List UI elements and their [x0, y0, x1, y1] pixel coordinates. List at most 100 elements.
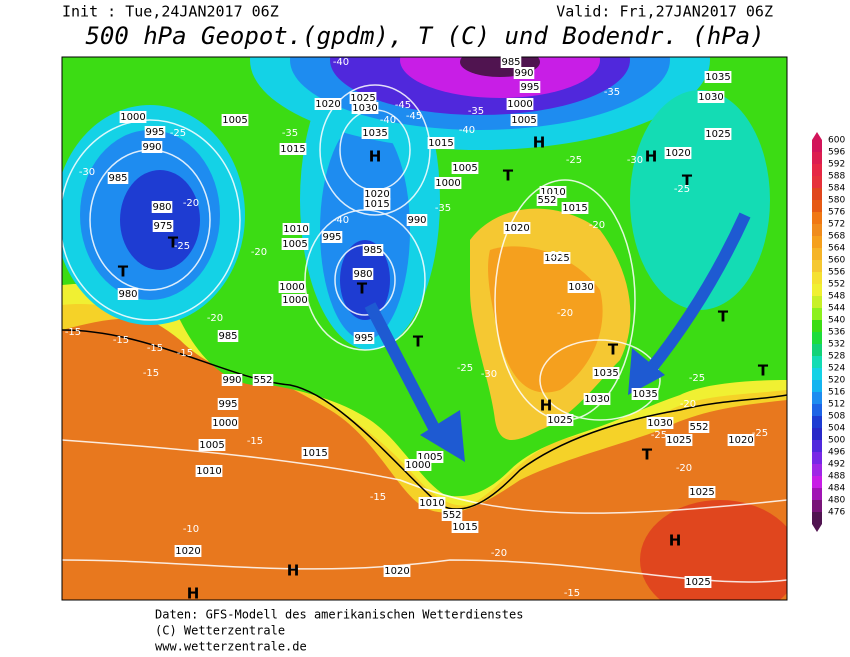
isobar-label: 990 — [222, 375, 241, 386]
colorbar-swatch — [812, 332, 822, 344]
label-box — [536, 194, 558, 206]
isobar-label: 1025 — [689, 487, 714, 498]
isobar-label: 990 — [407, 215, 426, 226]
isobar-label: 985 — [363, 245, 382, 256]
colorbar-label: 552 — [828, 280, 845, 290]
temperature-label: -15 — [247, 436, 263, 447]
colorbar-label: 496 — [828, 448, 845, 458]
label-box — [353, 332, 375, 344]
label-box — [321, 231, 343, 243]
isobar-label: 980 — [152, 202, 171, 213]
colorbar-label: 572 — [828, 220, 845, 230]
isobar-label: 552 — [689, 422, 708, 433]
colorbar-swatch — [812, 296, 822, 308]
temperature-label: -15 — [143, 368, 159, 379]
pressure-center: H — [645, 148, 658, 166]
label-box — [349, 92, 377, 104]
pressure-center: T — [413, 333, 424, 351]
isobar-label: 1015 — [452, 522, 477, 533]
label-box — [144, 126, 166, 138]
isobar-label: 1025 — [666, 435, 691, 446]
label-box — [561, 202, 589, 214]
label-box — [278, 281, 306, 293]
temperature-label: -35 — [282, 128, 298, 139]
colorbar-label: 576 — [828, 208, 845, 218]
label-box — [406, 214, 428, 226]
isobar-label: 552 — [442, 510, 461, 521]
label-box — [510, 114, 538, 126]
label-box — [383, 565, 411, 577]
label-box — [441, 509, 463, 521]
pressure-center: H — [287, 562, 300, 580]
isobar-label: 1020 — [315, 99, 340, 110]
colorbar-label: 580 — [828, 196, 845, 206]
map-title: 500 hPa Geopot.(gpdm), T (C) und Bodendr… — [85, 22, 764, 50]
isobar-label: 1010 — [196, 466, 221, 477]
isobar-label: 1020 — [665, 148, 690, 159]
isobar-label: 1005 — [511, 115, 536, 126]
temperature-label: -20 — [207, 313, 223, 324]
label-box — [195, 465, 223, 477]
isobar-label: 995 — [354, 333, 373, 344]
isobar-label: 1010 — [540, 187, 565, 198]
label-box — [301, 447, 329, 459]
colorbar-label: 544 — [828, 304, 845, 314]
isobar-label: 990 — [514, 68, 533, 79]
isobar-label: 552 — [537, 195, 556, 206]
isobar-label: 1020 — [175, 546, 200, 557]
isobar-label: 990 — [142, 142, 161, 153]
pressure-center: T — [758, 362, 769, 380]
temperature-label: -20 — [251, 247, 267, 258]
footer-line: www.wetterzentrale.de — [155, 640, 307, 654]
label-box — [107, 172, 129, 184]
colorbar-label: 508 — [828, 412, 845, 422]
colorbar-swatch — [812, 248, 822, 260]
isobar-label: 1025 — [350, 93, 375, 104]
isobar-label: 552 — [253, 375, 272, 386]
temperature-label: -15 — [147, 343, 163, 354]
colorbar-label: 480 — [828, 496, 845, 506]
label-box — [704, 128, 732, 140]
temperature-label: -25 — [689, 373, 705, 384]
colorbar-label: 500 — [828, 436, 845, 446]
colorbar-swatch — [812, 320, 822, 332]
label-box — [281, 294, 309, 306]
isobar-label: 1000 — [507, 99, 532, 110]
label-box — [363, 188, 391, 200]
pressure-center: T — [682, 172, 693, 190]
pressure-center: T — [718, 308, 729, 326]
colorbar-cap — [812, 132, 822, 140]
temperature-label: -15 — [113, 335, 129, 346]
label-box — [217, 330, 239, 342]
isobar-label: 1000 — [212, 418, 237, 429]
label-box — [151, 201, 173, 213]
temperature-label: -30 — [627, 155, 643, 166]
colorbar-label: 484 — [828, 484, 845, 494]
colorbar-swatch — [812, 272, 822, 284]
isobar-label: 1020 — [384, 566, 409, 577]
colorbar-cap — [812, 524, 822, 532]
colorbar-label: 600 — [828, 136, 845, 146]
isobar-label: 1030 — [584, 394, 609, 405]
label-box — [119, 111, 147, 123]
label-box — [546, 414, 574, 426]
label-box — [519, 81, 541, 93]
temperature-label: -20 — [676, 463, 692, 474]
colorbar-label: 548 — [828, 292, 845, 302]
colorbar-swatch — [812, 464, 822, 476]
label-box — [117, 288, 139, 300]
pressure-center: T — [357, 280, 368, 298]
colorbar-label: 516 — [828, 388, 845, 398]
label-box — [513, 67, 535, 79]
colorbar-label: 540 — [828, 316, 845, 326]
isobar-label: 1000 — [282, 295, 307, 306]
isobar-label: 1035 — [593, 368, 618, 379]
temperature-label: -20 — [557, 308, 573, 319]
temperature-label: -30 — [79, 167, 95, 178]
label-box — [583, 393, 611, 405]
isobar-label: 985 — [501, 57, 520, 68]
colorbar-label: 564 — [828, 244, 845, 254]
label-box — [282, 223, 310, 235]
isobar-label: 1020 — [504, 223, 529, 234]
